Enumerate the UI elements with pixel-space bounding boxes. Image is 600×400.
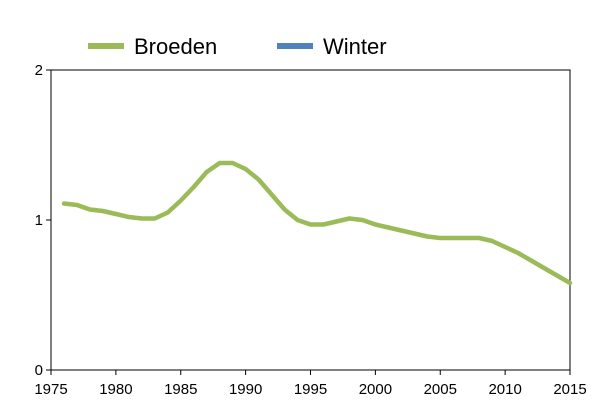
x-tick-label: 2015 — [553, 381, 586, 398]
x-tick-label: 1990 — [229, 381, 262, 398]
y-tick-label: 2 — [35, 62, 43, 79]
x-tick-label: 1980 — [99, 381, 132, 398]
x-tick-label: 1985 — [164, 381, 197, 398]
y-tick-label: 0 — [35, 362, 43, 379]
y-tick-label: 1 — [35, 212, 43, 229]
legend: Broeden Winter — [88, 34, 387, 59]
legend-label-winter: Winter — [323, 34, 387, 59]
series-line-broeden — [61, 160, 573, 286]
legend-swatch-broeden — [88, 43, 124, 49]
plot-area-frame — [50, 69, 571, 371]
series-layer — [61, 160, 573, 286]
x-tick-label: 2005 — [424, 381, 457, 398]
x-tick-label: 2000 — [359, 381, 392, 398]
legend-entry-winter: Winter — [277, 34, 387, 59]
x-tick-label: 1995 — [294, 381, 327, 398]
x-axis: 1975 1980 1985 1990 1995 2000 2005 2010 2015 — [34, 370, 587, 398]
legend-label-broeden: Broeden — [134, 34, 217, 59]
y-axis: 0 1 2 — [35, 62, 51, 379]
x-tick-label: 1975 — [34, 381, 67, 398]
x-tick-label: 2010 — [488, 381, 521, 398]
legend-entry-broeden: Broeden — [88, 34, 217, 59]
legend-swatch-winter — [277, 43, 313, 49]
